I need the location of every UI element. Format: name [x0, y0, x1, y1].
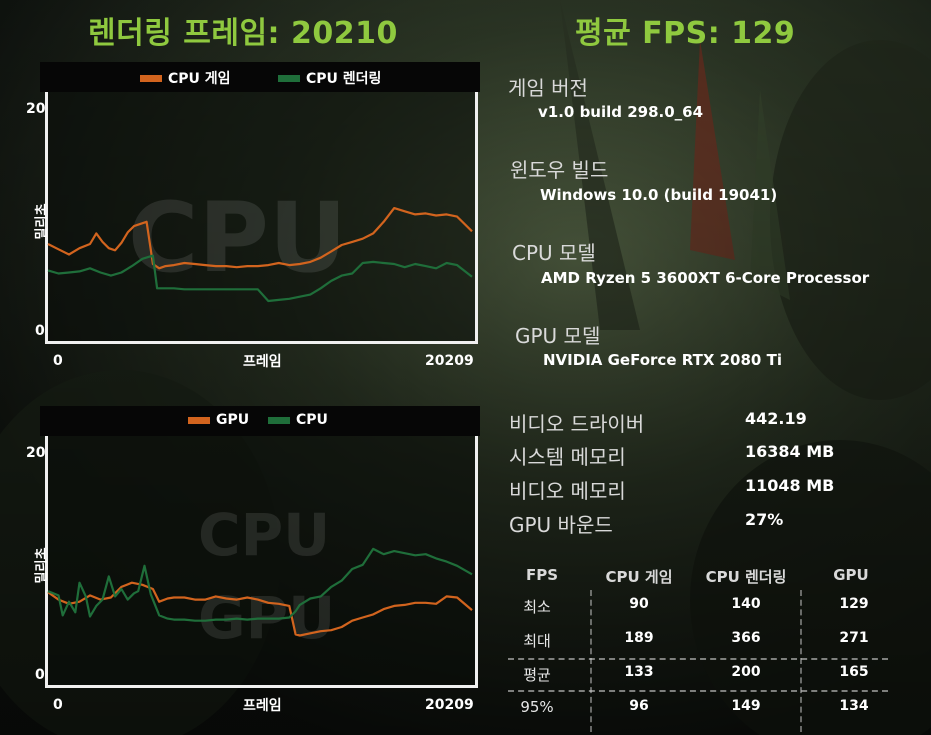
chart1-legend-bar: CPU 게임 CPU 렌더링: [40, 62, 480, 92]
stats-header-fps: FPS: [525, 566, 559, 584]
system-memory-value: 16384 MB: [745, 442, 835, 461]
stats-row-label: 최대: [523, 632, 551, 650]
chart1-svg: [47, 207, 473, 303]
legend-label: GPU: [216, 412, 250, 428]
legend-swatch-orange: [188, 416, 210, 424]
chart2-y-axis-label: 밀리초: [34, 547, 50, 584]
stats-cell-cpu-render: 149: [731, 698, 761, 714]
stats-header-gpu: GPU: [833, 566, 869, 584]
chart1-y-axis-label: 밀리초: [34, 203, 50, 240]
rendered-frames-title: 렌더링 프레임: 20210: [88, 16, 398, 51]
stats-rule: [508, 658, 888, 660]
video-driver-value: 442.19: [745, 409, 807, 428]
legend-swatch-orange: [140, 74, 162, 82]
stats-rule: [508, 690, 888, 692]
chart1-x-axis-label: 프레임: [243, 354, 282, 370]
legend-swatch-green: [278, 74, 300, 82]
chart2-x-axis-label: 프레임: [243, 698, 282, 714]
cpu-frametime-chart: CPU 게임 CPU 렌더링 CPU 20 0 0 20209 프레임 밀리초: [0, 62, 486, 382]
stats-cell-gpu: 129: [839, 596, 869, 612]
chart2-series-orange-line: [47, 581, 473, 637]
chart2-legend-bar: GPU CPU: [40, 406, 480, 436]
chart2-xtick-max: 20209: [425, 697, 474, 713]
stats-row-label: 95%: [520, 698, 554, 716]
chart1-xtick-min: 0: [53, 353, 63, 369]
average-fps-title: 평균 FPS: 129: [575, 16, 796, 51]
gpu-model-value: NVIDIA GeForce RTX 2080 Ti: [543, 351, 782, 369]
legend-cpu: CPU: [268, 412, 328, 428]
video-driver-label: 비디오 드라이버: [509, 412, 645, 436]
stats-cell-cpu-render: 366: [731, 630, 761, 646]
legend-swatch-green: [268, 416, 290, 424]
chart1-series-green-line: [47, 254, 473, 303]
stats-row-95pct: 95% 96 149 134: [508, 698, 888, 728]
legend-label: CPU 게임: [168, 71, 231, 87]
stats-cell-cpu-render: 140: [731, 596, 761, 612]
video-memory-label: 비디오 메모리: [509, 479, 626, 503]
legend-cpu-game: CPU 게임: [140, 68, 231, 88]
legend-label: CPU: [296, 412, 328, 428]
gpu-cpu-frametime-chart: GPU CPU CPU GPU 20 0 0 20209 프레임 밀리초: [0, 406, 486, 726]
chart2-xtick-min: 0: [53, 697, 63, 713]
cpu-model-value: AMD Ryzen 5 3600XT 6-Core Processor: [541, 269, 870, 287]
game-version-label: 게임 버전: [508, 76, 588, 100]
windows-build-label: 윈도우 빌드: [510, 158, 609, 182]
cpu-model-label: CPU 모델: [512, 241, 596, 265]
chart2-svg: [47, 547, 473, 637]
chart1-ytick-min: 0: [35, 323, 45, 339]
video-memory-value: 11048 MB: [745, 476, 835, 495]
game-version-value: v1.0 build 298.0_64: [538, 103, 704, 121]
gpu-bound-label: GPU 바운드: [509, 513, 613, 537]
stats-cell-gpu: 134: [839, 698, 869, 714]
stats-cell-cpu-render: 200: [731, 664, 761, 680]
system-memory-label: 시스템 메모리: [509, 445, 626, 469]
stats-header-cpu-render: CPU 렌더링: [705, 568, 787, 586]
gpu-model-label: GPU 모델: [515, 324, 601, 348]
windows-build-value: Windows 10.0 (build 19041): [540, 186, 778, 204]
stats-row-max: 최대 189 366 271: [508, 630, 888, 660]
legend-label: CPU 렌더링: [306, 71, 382, 87]
stats-cell-gpu: 271: [839, 630, 869, 646]
chart1-xtick-max: 20209: [425, 353, 474, 369]
stats-cell-cpu-game: 133: [624, 664, 654, 680]
stats-header-cpu-game: CPU 게임: [605, 568, 673, 586]
legend-cpu-render: CPU 렌더링: [278, 68, 381, 88]
chart2-ytick-min: 0: [35, 667, 45, 683]
stats-row-label: 평균: [523, 666, 551, 684]
stats-cell-cpu-game: 96: [629, 698, 649, 714]
chart2-ytick-max: 20: [26, 445, 46, 461]
chart1-ytick-max: 20: [26, 101, 46, 117]
stats-header-row: FPS CPU 게임 CPU 렌더링 GPU: [508, 566, 888, 596]
chart1-series-orange-line: [47, 207, 473, 270]
stats-row-min: 최소 90 140 129: [508, 596, 888, 626]
legend-gpu: GPU: [188, 412, 249, 428]
stats-row-label: 최소: [523, 598, 551, 616]
gpu-bound-value: 27%: [745, 510, 784, 529]
stats-cell-cpu-game: 189: [624, 630, 654, 646]
stats-cell-gpu: 165: [839, 664, 869, 680]
stats-vrule: [800, 590, 802, 732]
stats-row-avg: 평균 133 200 165: [508, 664, 888, 694]
stats-cell-cpu-game: 90: [629, 596, 649, 612]
chart2-series-green-line: [47, 547, 473, 622]
stats-vrule: [590, 590, 592, 732]
